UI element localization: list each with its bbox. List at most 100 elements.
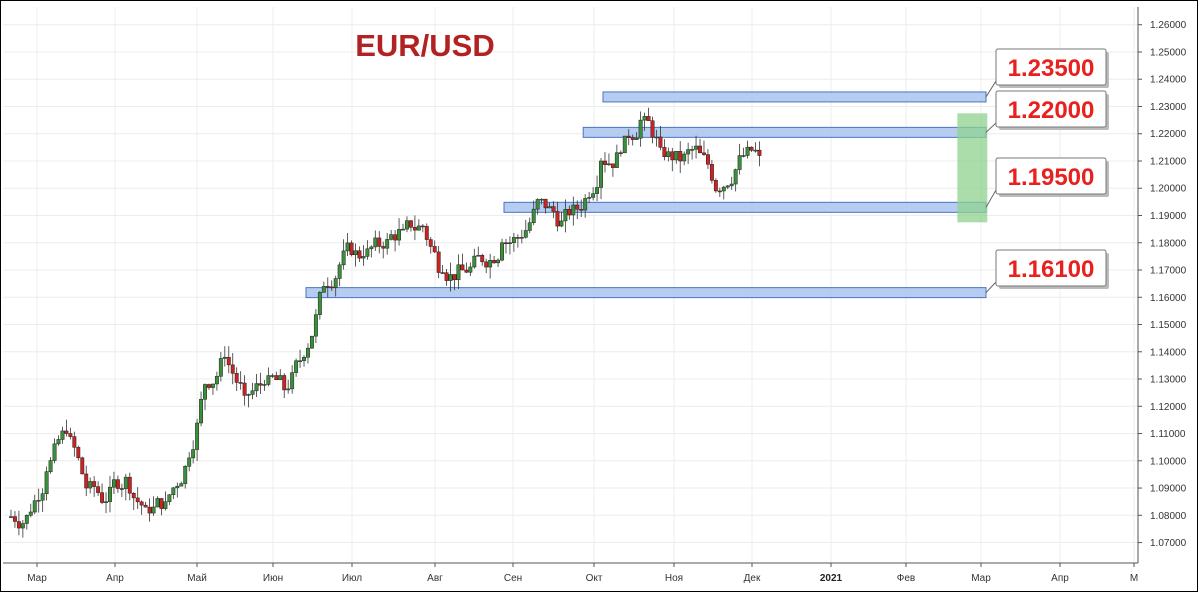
y-tick-label: 1.26000: [1150, 20, 1187, 31]
candle-up: [278, 375, 283, 381]
x-tick-label: Июн: [263, 573, 283, 584]
candle-down: [325, 286, 330, 288]
candle-down: [143, 504, 148, 508]
candle-down: [135, 497, 140, 503]
projection-zone: [957, 113, 988, 223]
candle-down: [258, 383, 263, 386]
candlesticks: [9, 107, 762, 538]
candle-down: [12, 516, 17, 522]
candle-down: [452, 274, 457, 281]
candle-down: [230, 364, 235, 374]
candle-down: [349, 242, 354, 255]
callout-pointer: [985, 189, 997, 208]
candle-down: [749, 146, 754, 151]
candle-up: [500, 242, 504, 261]
callout-label: 1.23500: [1008, 55, 1095, 82]
candle-up: [507, 242, 512, 244]
candle-up: [591, 193, 596, 198]
candle-down: [226, 356, 231, 366]
candle-down: [64, 430, 69, 434]
candle-down: [630, 137, 635, 140]
candle-up: [571, 204, 576, 216]
candle-up: [214, 376, 219, 385]
candle-down: [504, 242, 508, 245]
candle-up: [401, 228, 405, 231]
candle-down: [492, 260, 497, 264]
y-tick-label: 1.25000: [1150, 47, 1187, 58]
y-tick-label: 1.11000: [1150, 429, 1186, 440]
candle-up: [302, 356, 306, 361]
gridlines: [3, 7, 1138, 563]
level-bar: [305, 287, 987, 299]
candle-up: [60, 430, 65, 440]
callout-box: [995, 157, 1107, 195]
candle-up: [476, 255, 481, 257]
x-tick-label: Апр: [1051, 573, 1069, 584]
candle-up: [183, 465, 188, 484]
candle-up: [24, 515, 29, 524]
candle-up: [222, 356, 227, 359]
y-tick-label: 1.21000: [1150, 156, 1187, 167]
candle-up: [389, 234, 394, 240]
candle-up: [595, 187, 600, 194]
candle-down: [650, 120, 655, 138]
candle-down: [678, 151, 683, 162]
x-axis: Мар Апр Май Июн Июл Авг Сен Окт Ноя Дек 2021 Фев Мар…: [3, 562, 1138, 584]
candle-up: [321, 286, 326, 293]
candle-down: [610, 163, 615, 168]
candle-up: [210, 383, 215, 388]
candle-up: [290, 372, 295, 390]
callout-label: 1.22000: [1008, 97, 1095, 124]
candle-down: [408, 220, 413, 228]
candle-down: [717, 190, 722, 193]
level-bar: [582, 126, 987, 138]
candle-up: [531, 208, 536, 223]
callout-box: [995, 249, 1107, 287]
y-tick-label: 1.20000: [1150, 184, 1187, 195]
candle-up: [741, 155, 746, 157]
candle-up: [365, 248, 370, 257]
callout-pointer: [985, 281, 997, 293]
candle-up: [634, 137, 639, 140]
y-tick-label: 1.07000: [1150, 538, 1187, 549]
candle-up: [559, 220, 564, 227]
candle-up: [175, 485, 180, 489]
candle-down: [381, 246, 386, 249]
candle-up: [151, 506, 156, 514]
candle-down: [709, 164, 714, 181]
candle-up: [488, 260, 493, 268]
candle-down: [282, 375, 287, 391]
y-tick-label: 1.22000: [1150, 129, 1187, 140]
candle-up: [270, 375, 275, 377]
candle-up: [587, 197, 592, 199]
candle-up: [123, 476, 128, 489]
candle-up: [108, 486, 112, 502]
candle-up: [345, 242, 350, 252]
candle-down: [207, 384, 211, 388]
candle-up: [187, 457, 192, 467]
candle-up: [104, 501, 108, 503]
y-tick-label: 1.08000: [1150, 511, 1187, 522]
candle-up: [20, 523, 25, 529]
candle-down: [698, 145, 702, 154]
candle-up: [373, 237, 378, 248]
candle-down: [705, 154, 710, 165]
candle-up: [56, 439, 61, 445]
candle-down: [515, 237, 520, 239]
candle-up: [733, 169, 738, 185]
callout-box: [995, 48, 1107, 86]
candle-down: [436, 251, 441, 273]
y-tick-label: 1.23000: [1150, 102, 1187, 113]
candle-up: [642, 116, 647, 121]
candle-down: [444, 272, 449, 281]
chart-title: EUR/USD: [355, 28, 495, 63]
callout-pointer: [985, 80, 997, 98]
candle-up: [397, 229, 402, 241]
candle-up: [563, 208, 568, 222]
candle-down: [100, 492, 105, 503]
candle-up: [203, 384, 207, 400]
level-callouts: 1.23500 1.22000 1.19500 1.16100: [985, 48, 1109, 293]
candle-up: [496, 259, 501, 264]
x-tick-label: 2021: [820, 573, 843, 584]
